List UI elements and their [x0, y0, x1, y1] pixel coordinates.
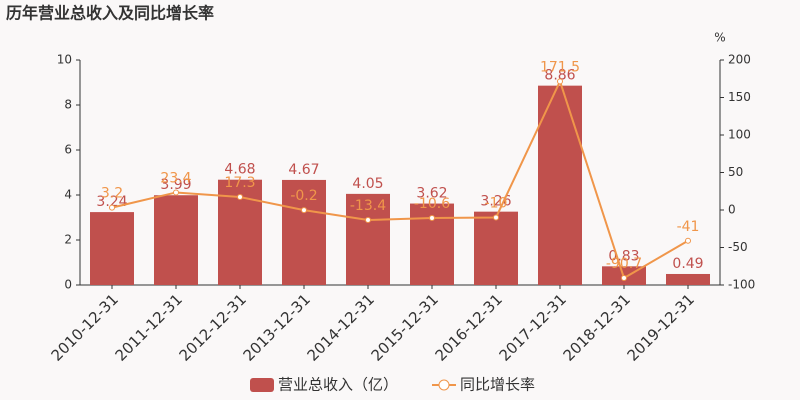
bar [666, 273, 710, 285]
bar-value-label: 0.49 [672, 256, 703, 272]
legend-swatch-point[interactable] [438, 379, 450, 391]
legend-label[interactable]: 营业总收入（亿） [278, 376, 398, 394]
bar-value-label: 4.67 [288, 162, 319, 178]
line-point [301, 207, 307, 214]
bar-value-label: 8.86 [544, 68, 575, 84]
bar [474, 211, 518, 285]
y-tick-label: 0 [64, 278, 72, 292]
bar-value-label: 3.62 [416, 186, 447, 202]
y2-tick-label: 50 [728, 165, 743, 179]
bar [346, 193, 390, 285]
line-value-label: -90.7 [606, 256, 642, 272]
line-point [109, 204, 115, 211]
bar-value-label: 3.26 [480, 194, 511, 210]
chart-title: 历年营业总收入及同比增长率 [6, 4, 214, 23]
y-tick-label: 8 [64, 98, 72, 112]
bar-value-label: 4.68 [224, 162, 255, 178]
bar [154, 195, 198, 285]
line-value-label: 3.2 [101, 186, 123, 202]
line-value-label: -10.6 [414, 196, 450, 212]
line-point [685, 237, 691, 244]
line-value-label: -0.2 [290, 188, 317, 204]
line-point [557, 78, 563, 85]
legend-label[interactable]: 同比增长率 [460, 376, 535, 394]
y-tick-label: 6 [64, 143, 72, 157]
bar [90, 212, 134, 285]
y2-tick-label: 200 [728, 53, 751, 67]
line-point [493, 214, 499, 221]
bar [282, 179, 326, 285]
y-tick-label: 2 [64, 233, 72, 247]
bar-value-label: 4.05 [352, 176, 383, 192]
line-value-label: -13.4 [350, 198, 386, 214]
line-value-label: -41 [677, 219, 700, 235]
y2-tick-label: 150 [728, 90, 751, 104]
line [111, 78, 689, 280]
bar-value-label: 3.99 [160, 177, 191, 193]
line-value-label: 171.5 [540, 59, 580, 75]
line-value-label: 17.3 [224, 175, 255, 191]
line-point [237, 194, 243, 201]
y2-tick-label: -50 [728, 240, 748, 254]
legend-swatch[interactable] [250, 378, 274, 392]
line-value-label: 23.4 [160, 170, 191, 186]
y-tick-label: 10 [57, 53, 72, 67]
y2-axis-unit: % [714, 31, 725, 45]
y-tick-label: 4 [64, 188, 72, 202]
bar [538, 85, 582, 286]
line-point [365, 217, 371, 224]
line-point [173, 189, 179, 196]
line-point [621, 275, 627, 282]
y2-tick-label: 100 [728, 128, 751, 142]
line-point [429, 214, 435, 221]
line-value-label: -10 [485, 196, 508, 212]
y2-tick-label: -100 [728, 278, 755, 292]
y2-tick-label: 0 [728, 203, 736, 217]
